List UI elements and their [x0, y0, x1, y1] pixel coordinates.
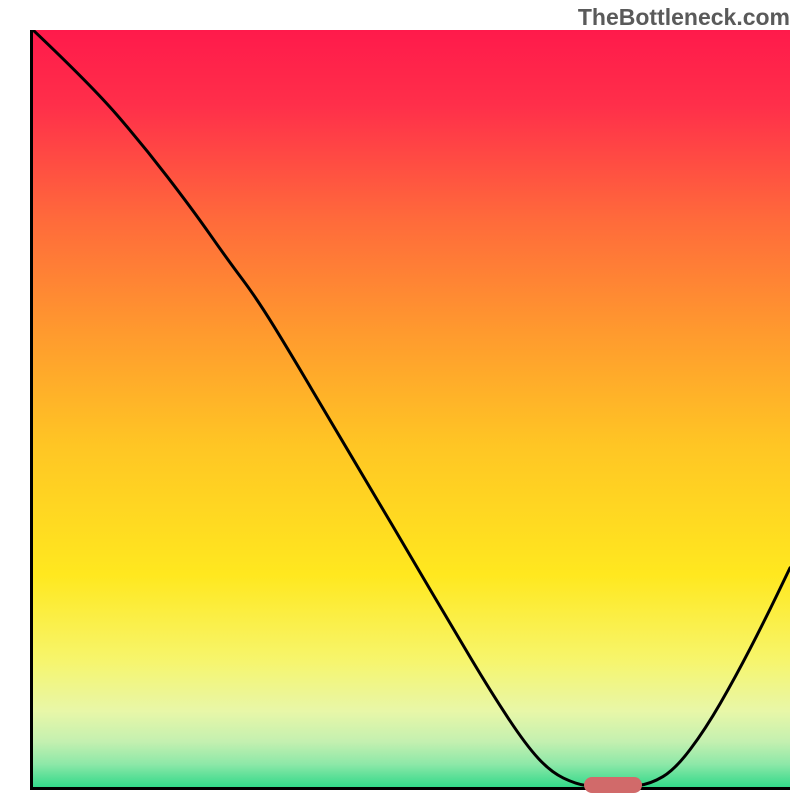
- curve-path: [33, 30, 790, 787]
- plot-area: [30, 30, 790, 790]
- watermark-text: TheBottleneck.com: [578, 4, 790, 31]
- bottleneck-curve: [33, 30, 790, 787]
- chart-container: TheBottleneck.com: [0, 0, 800, 800]
- optimal-marker: [584, 777, 642, 793]
